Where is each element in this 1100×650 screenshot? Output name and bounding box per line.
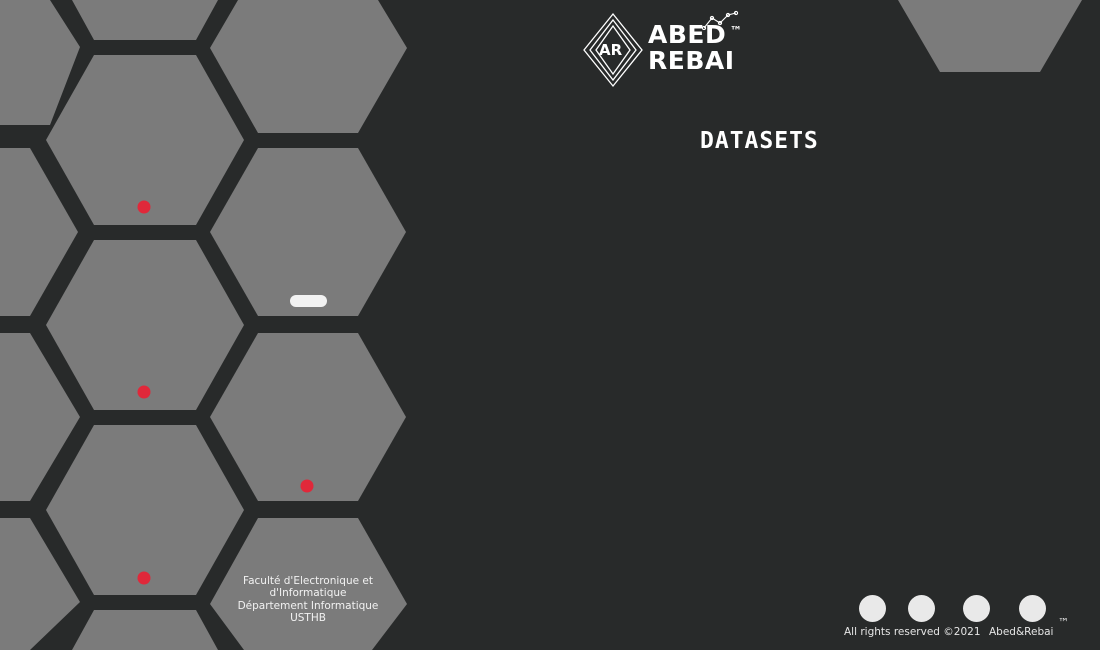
faculty-line-3: Département Informatique [237, 599, 379, 612]
social-link-1-icon[interactable] [859, 595, 886, 622]
hexagon-tile [46, 425, 244, 595]
brand-logo[interactable]: AR ABED REBAI ™ [580, 10, 755, 90]
red-dot-marker [300, 479, 314, 493]
red-dot-marker [137, 385, 151, 399]
red-dot-marker [137, 571, 151, 585]
logo-wordmark: ABED REBAI [648, 22, 735, 74]
footer-brand: Abed&Rebai [989, 626, 1054, 638]
logo-monogram: AR [599, 41, 623, 59]
hexagon-tile [210, 0, 407, 133]
hexagon-tile [46, 55, 244, 225]
hexagon-tile [898, 0, 1082, 72]
hexagon-tile [210, 148, 406, 316]
faculty-line-4: USTHB [290, 611, 326, 624]
footer-copyright: All rights reserved ©2021 [844, 626, 981, 638]
diamond-logo-icon [583, 12, 643, 88]
page-title: DATASETS [700, 128, 819, 154]
hexagon-tile [72, 610, 218, 650]
logo-line-2: REBAI [648, 46, 735, 75]
hexagon-tile [72, 0, 218, 40]
hexagon-tile [46, 240, 244, 410]
footer-trademark: ™ [1058, 616, 1069, 629]
faculty-line-2: d'Informatique [269, 587, 347, 600]
social-link-2-icon[interactable] [908, 595, 935, 622]
social-link-4-icon[interactable] [1019, 595, 1046, 622]
hexagon-tile [210, 333, 406, 501]
hexagon-tile [210, 518, 407, 650]
hexagon-tile [0, 333, 80, 501]
trend-line-icon [702, 10, 739, 30]
hexagon-tile [0, 148, 78, 316]
red-dot-marker [137, 200, 151, 214]
pill-button[interactable] [290, 295, 327, 307]
hexagon-tile [0, 518, 80, 650]
faculty-line-1: Faculté d'Electronique et [243, 575, 373, 587]
logo-line-1: ABED [648, 20, 727, 49]
logo-trademark: ™ [730, 24, 742, 38]
hexagon-tile [0, 0, 80, 125]
social-link-3-icon[interactable] [963, 595, 990, 622]
faculty-info: Faculté d'Electronique et d'Informatique… [232, 575, 384, 624]
